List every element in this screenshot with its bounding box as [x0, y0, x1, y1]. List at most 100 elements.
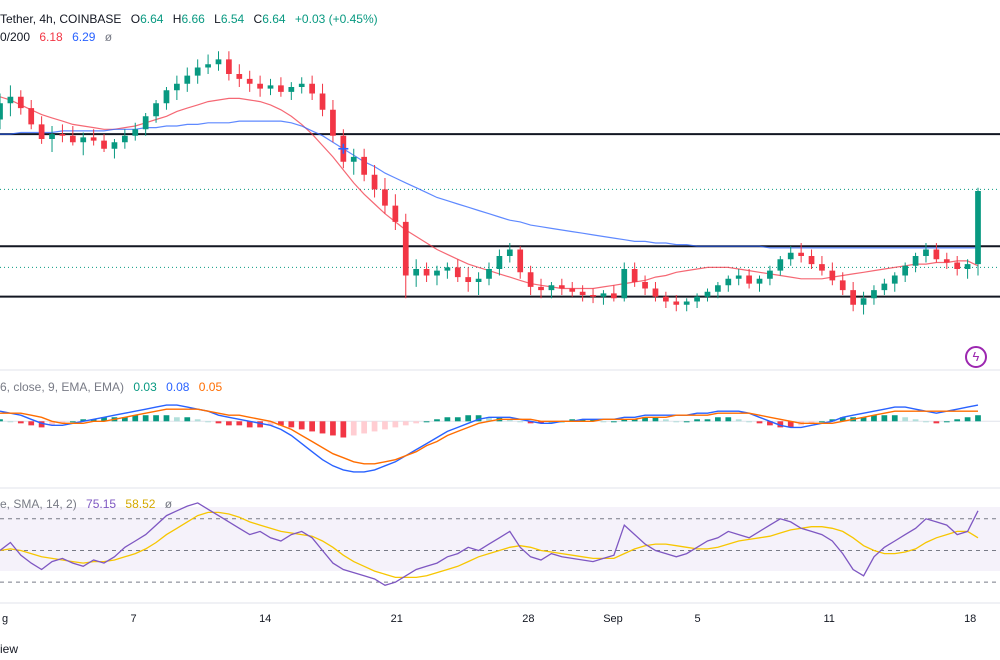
candle [715, 282, 721, 299]
candle [756, 275, 763, 292]
candle-body [465, 277, 472, 282]
candle [402, 213, 409, 299]
candle-body [621, 269, 628, 299]
candle [361, 148, 368, 182]
candle [205, 54, 211, 74]
candle [912, 252, 919, 273]
candle [819, 256, 825, 276]
lightning-icon[interactable]: ϟ [965, 346, 987, 368]
candle-body [28, 108, 35, 125]
candle [69, 126, 76, 146]
macd-hist-bar [17, 421, 24, 424]
macd-hist-bar [704, 419, 711, 422]
legend-high-value: 6.66 [181, 12, 205, 26]
legend-close-label: C [254, 12, 263, 26]
candle [267, 78, 274, 96]
candle-body [361, 156, 368, 175]
macd-hist-bar [28, 421, 35, 426]
macd-hist-bar [517, 421, 524, 423]
candle [174, 75, 180, 100]
candle [767, 265, 773, 286]
candle [496, 249, 503, 276]
candle-body [257, 83, 263, 89]
candle [923, 243, 929, 263]
price-pane[interactable] [0, 51, 1000, 315]
candle [642, 275, 648, 295]
x-tick-label: Sep [603, 613, 623, 625]
candle-body [517, 249, 524, 273]
candle [132, 122, 139, 141]
candle-body [964, 264, 971, 269]
candle [610, 285, 617, 302]
candle-body [402, 221, 409, 276]
macd-hist-bar [371, 421, 378, 432]
candle [725, 275, 732, 292]
candle-body [288, 87, 295, 92]
candle [111, 139, 118, 159]
macd-hist-bar [715, 417, 721, 422]
candle [454, 259, 461, 282]
rsi-line [0, 502, 979, 587]
macd-hist-bar [236, 421, 243, 426]
legend-close-value: 6.64 [262, 12, 286, 26]
legend-low-label: L [214, 12, 221, 26]
candle [319, 83, 326, 117]
macd-hist-bar [215, 421, 222, 424]
candle [839, 272, 846, 295]
macd-hist-bar [506, 419, 513, 422]
macd-hist-bar [871, 415, 877, 422]
ma200-value: 6.29 [72, 30, 96, 44]
macd-hist-bar [361, 421, 368, 434]
macd-hist-bar [975, 415, 981, 422]
candle-body [163, 90, 170, 104]
candle [330, 100, 336, 143]
rsi_ma-line [0, 511, 979, 579]
candle [943, 252, 950, 269]
candle-body [226, 59, 232, 74]
candle [142, 113, 149, 136]
x-tick-label: 28 [522, 613, 534, 625]
macd-signal-line [0, 408, 978, 465]
rsi-pane[interactable] [0, 502, 1000, 587]
candle-body [444, 267, 451, 271]
ma50-value: 6.18 [39, 30, 63, 44]
macd-signal-value: 0.05 [199, 380, 223, 394]
candle [621, 262, 628, 302]
macd-hist-bar [891, 415, 898, 422]
candle-body [590, 295, 596, 297]
candle-body [631, 269, 638, 282]
macd-hist-bar [725, 417, 732, 422]
candle [226, 51, 232, 81]
macd-hist-bar [340, 421, 347, 438]
candle-body [933, 249, 940, 260]
candle-body [236, 74, 243, 79]
candle-body [246, 78, 253, 84]
macd-hist-bar [538, 421, 544, 424]
macd-hist-bar [69, 421, 76, 423]
macd-hist-bar [382, 421, 388, 430]
x-tick-label: 11 [823, 613, 834, 625]
macd-hist-bar [475, 415, 482, 422]
macd-hist-bar [694, 419, 700, 422]
macd-hist-bar [319, 421, 326, 434]
macd-hist-bar [246, 421, 253, 428]
macd-hist-value: 0.03 [133, 380, 157, 394]
candle [309, 75, 315, 100]
ma-legend-label: 0/200 [0, 30, 30, 44]
candle [246, 70, 253, 92]
macd-hist-bar [881, 415, 888, 422]
candle [278, 77, 284, 97]
candle-body [121, 135, 128, 143]
macd-hist-bar [964, 417, 971, 422]
candle-body [486, 269, 492, 279]
candle-body [943, 259, 950, 263]
candle [434, 265, 440, 286]
candle [538, 278, 544, 299]
candle-body [17, 96, 24, 109]
macd-pane[interactable] [0, 404, 1000, 473]
candle-body [298, 83, 305, 87]
candle-body [90, 137, 97, 141]
macd-hist-bar [163, 415, 170, 422]
candle [787, 246, 794, 266]
